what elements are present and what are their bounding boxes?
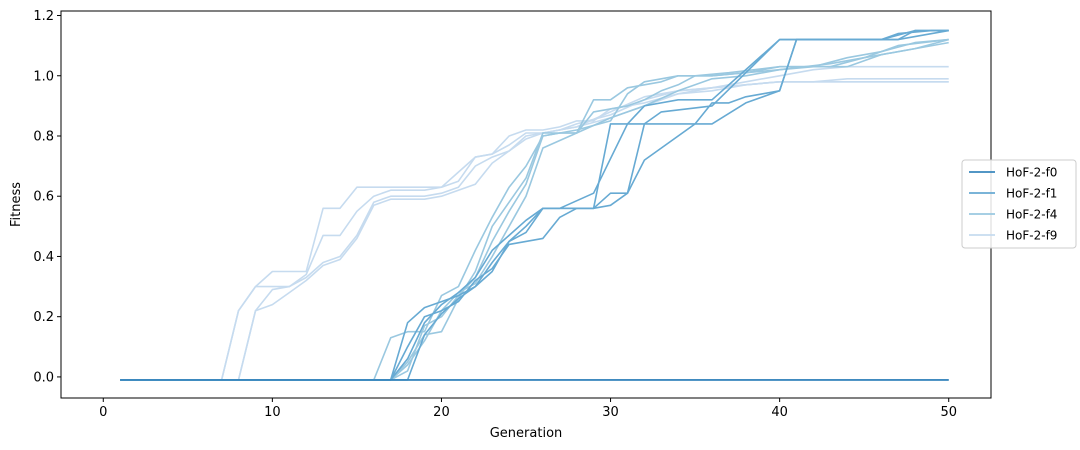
x-tick-label: 50 bbox=[940, 405, 957, 420]
plot-frame bbox=[60, 10, 992, 399]
legend: HoF-2-f0 HoF-2-f1 HoF-2-f4 HoF-2-f9 bbox=[961, 159, 1077, 249]
series-line-HoF-2-f9-run-2 bbox=[120, 81, 949, 381]
x-tick-label: 10 bbox=[264, 405, 281, 420]
legend-entry-HoF-2-f0: HoF-2-f0 bbox=[1006, 165, 1057, 179]
y-tick-label: 0.2 bbox=[33, 310, 54, 325]
legend-entry-HoF-2-f9: HoF-2-f9 bbox=[1006, 228, 1057, 242]
series-line-HoF-2-f1-run-1 bbox=[120, 29, 949, 381]
x-tick-label: 30 bbox=[602, 405, 619, 420]
series-line-HoF-2-f9-run-3 bbox=[120, 78, 949, 381]
series-lines bbox=[120, 29, 949, 381]
series-line-HoF-2-f4-run-3 bbox=[120, 38, 949, 381]
x-tick-label: 20 bbox=[433, 405, 450, 420]
y-tick-label: 0.4 bbox=[33, 250, 54, 265]
series-line-HoF-2-f9-run-4 bbox=[120, 65, 949, 381]
x-tick-label: 0 bbox=[99, 405, 107, 420]
legend-entry-HoF-2-f1: HoF-2-f1 bbox=[1006, 186, 1057, 200]
series-line-HoF-2-f4-run-2 bbox=[120, 38, 949, 381]
y-tick-label: 0.6 bbox=[33, 190, 54, 205]
legend-entry-HoF-2-f4: HoF-2-f4 bbox=[1006, 207, 1057, 221]
series-line-HoF-2-f1-run-2 bbox=[120, 29, 949, 381]
series-line-HoF-2-f9-run-1 bbox=[120, 81, 949, 381]
y-tick-label: 0.8 bbox=[33, 129, 54, 144]
y-tick-label: 1.0 bbox=[33, 69, 54, 84]
legend-box bbox=[961, 159, 1077, 249]
y-tick-label: 0.0 bbox=[33, 370, 54, 385]
y-axis-label: Fitness bbox=[9, 182, 24, 227]
y-tick-label: 1.2 bbox=[33, 9, 54, 24]
x-axis-label: Generation bbox=[490, 426, 563, 441]
series-line-HoF-2-f4-run-4 bbox=[120, 41, 949, 381]
y-axis-ticks: 0.0 0.2 0.4 0.6 0.8 1.0 1.2 bbox=[33, 9, 61, 385]
x-tick-label: 40 bbox=[771, 405, 788, 420]
series-line-HoF-2-f1-run-3 bbox=[120, 29, 949, 381]
series-line-HoF-2-f4-run-1 bbox=[120, 38, 949, 381]
series-line-HoF-2-f1-run-4 bbox=[120, 29, 949, 381]
x-axis-ticks: 0 10 20 30 40 50 bbox=[99, 398, 957, 420]
